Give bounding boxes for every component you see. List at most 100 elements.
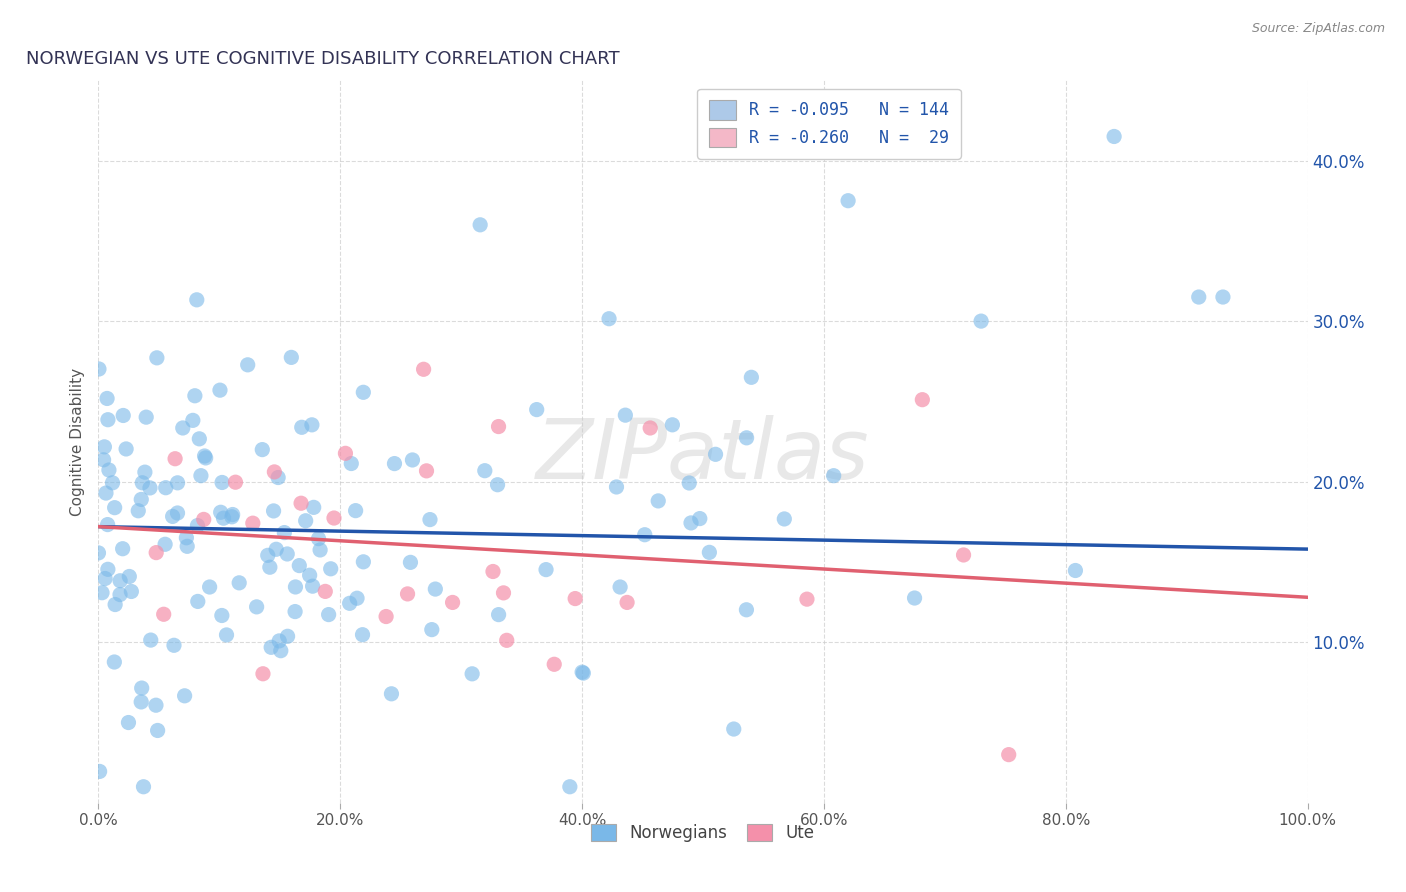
Point — [112, 409, 135, 423]
Point — [598, 311, 620, 326]
Point — [288, 558, 311, 573]
Legend: Norwegians, Ute: Norwegians, Ute — [585, 817, 821, 848]
Point — [302, 500, 325, 515]
Point — [997, 747, 1019, 762]
Point — [301, 579, 323, 593]
Point — [91, 585, 114, 599]
Point — [118, 569, 141, 583]
Point — [474, 464, 496, 478]
Point — [492, 586, 515, 600]
Point — [425, 582, 447, 596]
Point — [294, 514, 316, 528]
Point — [104, 598, 127, 612]
Point — [115, 442, 138, 456]
Point — [344, 503, 367, 517]
Point — [96, 392, 118, 406]
Point — [131, 475, 153, 490]
Point — [470, 218, 492, 232]
Point — [384, 457, 406, 471]
Point — [318, 607, 340, 622]
Point — [412, 362, 434, 376]
Point — [301, 417, 323, 432]
Point — [638, 421, 661, 435]
Point — [108, 574, 131, 588]
Point — [495, 633, 517, 648]
Point — [187, 594, 209, 608]
Point — [461, 666, 484, 681]
Point — [735, 603, 758, 617]
Point — [340, 457, 363, 471]
Point — [132, 780, 155, 794]
Point — [276, 547, 298, 561]
Point — [1212, 290, 1234, 304]
Point — [284, 580, 307, 594]
Point — [146, 351, 169, 365]
Point — [97, 413, 120, 427]
Point — [139, 481, 162, 495]
Point — [380, 687, 402, 701]
Point — [488, 607, 510, 622]
Point — [488, 419, 510, 434]
Point — [93, 440, 115, 454]
Point — [111, 541, 134, 556]
Point — [134, 465, 156, 479]
Point — [773, 512, 796, 526]
Point — [208, 383, 231, 397]
Point — [314, 584, 336, 599]
Point — [564, 591, 586, 606]
Point — [193, 449, 215, 463]
Point — [740, 370, 762, 384]
Point — [420, 623, 443, 637]
Point — [145, 546, 167, 560]
Point — [534, 563, 557, 577]
Point — [194, 450, 217, 465]
Point — [103, 655, 125, 669]
Point — [163, 638, 186, 652]
Point — [837, 194, 859, 208]
Point — [252, 666, 274, 681]
Point — [186, 518, 208, 533]
Point — [120, 584, 142, 599]
Point — [97, 517, 120, 532]
Point — [97, 463, 120, 477]
Point — [678, 475, 700, 490]
Point — [482, 565, 505, 579]
Point — [198, 580, 221, 594]
Point — [87, 546, 110, 560]
Point — [270, 643, 292, 657]
Point — [661, 417, 683, 432]
Point — [176, 531, 198, 545]
Point — [679, 516, 702, 530]
Point — [704, 447, 727, 461]
Point — [284, 605, 307, 619]
Text: Source: ZipAtlas.com: Source: ZipAtlas.com — [1251, 22, 1385, 36]
Point — [486, 477, 509, 491]
Point — [212, 511, 235, 525]
Point — [131, 681, 153, 695]
Point — [236, 358, 259, 372]
Point — [153, 537, 176, 551]
Point — [273, 525, 295, 540]
Point — [224, 475, 246, 490]
Point — [571, 665, 593, 680]
Text: NORWEGIAN VS UTE COGNITIVE DISABILITY CORRELATION CHART: NORWEGIAN VS UTE COGNITIVE DISABILITY CO… — [25, 50, 620, 68]
Point — [689, 511, 711, 525]
Point — [101, 475, 124, 490]
Point — [104, 500, 127, 515]
Point — [129, 695, 152, 709]
Point — [173, 689, 195, 703]
Point — [267, 470, 290, 484]
Point — [1064, 564, 1087, 578]
Point — [211, 608, 233, 623]
Point — [172, 421, 194, 435]
Point — [94, 572, 117, 586]
Point — [108, 588, 131, 602]
Point — [634, 527, 657, 541]
Point — [242, 516, 264, 531]
Point — [558, 780, 581, 794]
Point — [609, 580, 631, 594]
Point — [309, 543, 332, 558]
Point — [135, 410, 157, 425]
Point — [572, 666, 595, 681]
Point — [352, 555, 374, 569]
